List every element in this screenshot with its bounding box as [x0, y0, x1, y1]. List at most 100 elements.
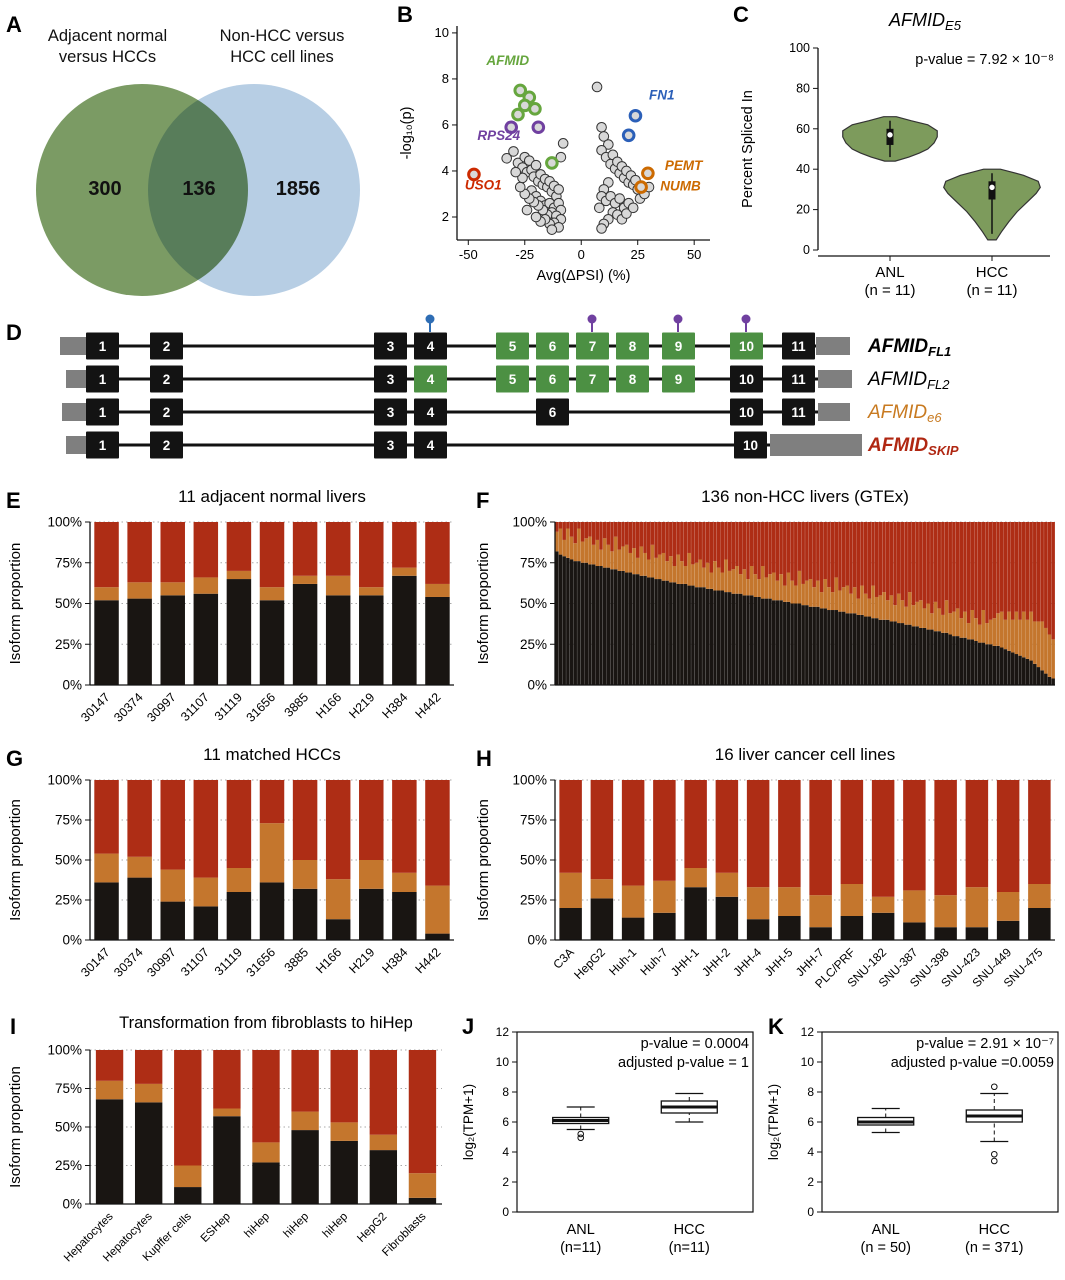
bar-segment-SKIP	[948, 522, 952, 614]
bar-segment-SKIP	[952, 522, 956, 612]
bar-segment-SKIP	[95, 1050, 124, 1081]
bar-segment-FL	[683, 583, 688, 685]
bar-segment-FL	[628, 572, 633, 685]
bar-segment-e6	[830, 592, 835, 611]
bar-segment-FL	[996, 645, 1000, 685]
bar-segment-e6	[955, 608, 960, 637]
svg-text:100%: 100%	[512, 773, 547, 788]
highlighted-point-PEMT	[641, 166, 655, 181]
svg-text:2: 2	[442, 209, 449, 224]
category-label: JHH-2	[699, 945, 733, 979]
svg-text:75%: 75%	[55, 555, 82, 570]
bar-segment-SKIP	[584, 522, 588, 539]
bar-segment-SKIP	[926, 522, 930, 604]
category-label: Huh-1	[606, 945, 639, 978]
bar-segment-FL	[981, 642, 986, 685]
bar-segment-e6	[359, 587, 384, 596]
bar-segment-e6	[591, 544, 596, 565]
svg-text:10: 10	[435, 25, 449, 40]
bar-segment-FL	[724, 592, 728, 685]
svg-text:4: 4	[427, 405, 435, 420]
bar-segment-SKIP	[867, 522, 872, 599]
bar-segment-FL	[1007, 650, 1011, 685]
bar-segment-SKIP	[874, 522, 879, 597]
exon-3	[374, 431, 407, 459]
scatter-point	[517, 172, 528, 184]
bar-segment-e6	[606, 544, 611, 568]
exon-5	[496, 332, 529, 360]
scatter-point	[501, 153, 512, 164]
panel-label-a: A	[6, 12, 22, 37]
bar-segment-FL	[698, 587, 702, 685]
bar-segment-SKIP	[809, 780, 832, 896]
bar-segment-e6	[643, 552, 647, 576]
bar-segment-FL	[919, 627, 923, 685]
scatter-point	[510, 166, 522, 178]
bar-segment-FL	[580, 562, 585, 685]
bar-segment-FL	[425, 596, 450, 685]
bar-segment-e6	[628, 552, 633, 573]
bar-segment-SKIP	[1044, 522, 1048, 628]
exon-4	[414, 332, 447, 360]
svg-text:HCC: HCC	[976, 264, 1009, 281]
bar-segment-e6	[922, 608, 927, 628]
bar-segment-FL	[134, 1102, 163, 1204]
bar-segment-e6	[834, 577, 838, 611]
bar-segment-e6	[702, 567, 706, 588]
bar-segment-FL	[709, 588, 713, 685]
bar-segment-e6	[809, 895, 832, 928]
bar-segment-e6	[852, 587, 857, 614]
bar-segment-FL	[1028, 908, 1051, 940]
bar-segment-FL	[966, 639, 971, 685]
svg-text:75%: 75%	[520, 555, 547, 570]
bar-segment-e6	[764, 577, 769, 599]
bar-segment-SKIP	[213, 1050, 241, 1109]
bar-segment-SKIP	[691, 522, 695, 565]
svg-text:0: 0	[807, 1205, 814, 1219]
exon-10	[734, 431, 767, 459]
bar-segment-e6	[687, 552, 691, 586]
bar-segment-FL	[632, 574, 636, 685]
bar-segment-SKIP	[1007, 522, 1011, 612]
bar-segment-e6	[555, 531, 559, 552]
bar-segment-FL	[602, 567, 607, 685]
exon-10	[730, 332, 763, 360]
svg-text:4: 4	[427, 339, 435, 354]
bar-segment-FL	[610, 569, 614, 685]
outlier-point	[577, 1134, 585, 1142]
svg-text:5: 5	[509, 339, 517, 354]
bar-segment-FL	[878, 619, 883, 685]
exon-9	[662, 332, 695, 360]
scatter-point	[553, 184, 564, 195]
bar-segment-e6	[259, 587, 285, 601]
svg-text:4: 4	[427, 372, 435, 387]
bar-segment-SKIP	[661, 522, 666, 553]
svg-text:50%: 50%	[55, 596, 82, 611]
bars-fibroblast-hihep: Transformation from fibroblasts to hiHep…	[7, 1014, 442, 1264]
bar-segment-FL	[702, 587, 706, 685]
svg-text:7: 7	[589, 339, 597, 354]
bar-segment-FL	[635, 574, 640, 685]
bar-segment-FL	[591, 564, 596, 685]
bar-segment-e6	[779, 574, 783, 601]
bar-segment-SKIP	[965, 780, 989, 888]
bar-segment-SKIP	[408, 1050, 437, 1174]
bar-segment-SKIP	[624, 522, 629, 545]
scatter-point	[627, 202, 639, 214]
bar-segment-FL	[830, 610, 835, 685]
exon-4	[414, 365, 447, 393]
chart-ylabel: Isoform proportion	[475, 799, 492, 921]
exon-2	[150, 431, 183, 459]
bar-segment-e6	[778, 887, 801, 916]
bar-segment-SKIP	[933, 522, 938, 602]
bar-segment-e6	[965, 887, 989, 928]
svg-text:ANL: ANL	[567, 1222, 595, 1238]
bar-segment-SKIP	[580, 522, 585, 542]
svg-text:9: 9	[675, 339, 683, 354]
bar-segment-FL	[226, 579, 252, 685]
bar-segment-FL	[94, 882, 119, 940]
exon-9	[662, 365, 695, 393]
bar-segment-e6	[742, 569, 747, 596]
bar-segment-e6	[226, 868, 252, 892]
bar-segment-e6	[624, 544, 629, 573]
